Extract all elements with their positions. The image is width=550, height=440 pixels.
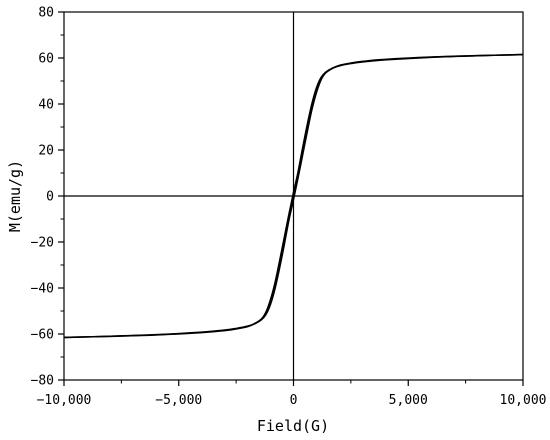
x-tick-label: 10,000 xyxy=(500,393,547,408)
y-tick-label: 60 xyxy=(38,52,54,67)
x-tick-label: 0 xyxy=(290,393,298,408)
y-tick-label: −40 xyxy=(31,282,54,297)
y-tick-label: −80 xyxy=(31,374,54,389)
x-tick-label: −5,000 xyxy=(155,393,202,408)
y-tick-label: −60 xyxy=(31,328,54,343)
series-line-ascending xyxy=(63,53,524,339)
x-axis-title: Field(G) xyxy=(257,417,329,435)
y-axis-title: M(emu/g) xyxy=(6,160,24,232)
x-tick-label: 5,000 xyxy=(389,393,428,408)
y-tick-label: 0 xyxy=(46,190,54,205)
y-tick-label: −20 xyxy=(31,236,54,251)
y-tick-label: 80 xyxy=(38,6,54,21)
y-tick-label: 20 xyxy=(38,144,54,159)
x-tick-label: −10,000 xyxy=(37,393,92,408)
y-tick-label: 40 xyxy=(38,98,54,113)
